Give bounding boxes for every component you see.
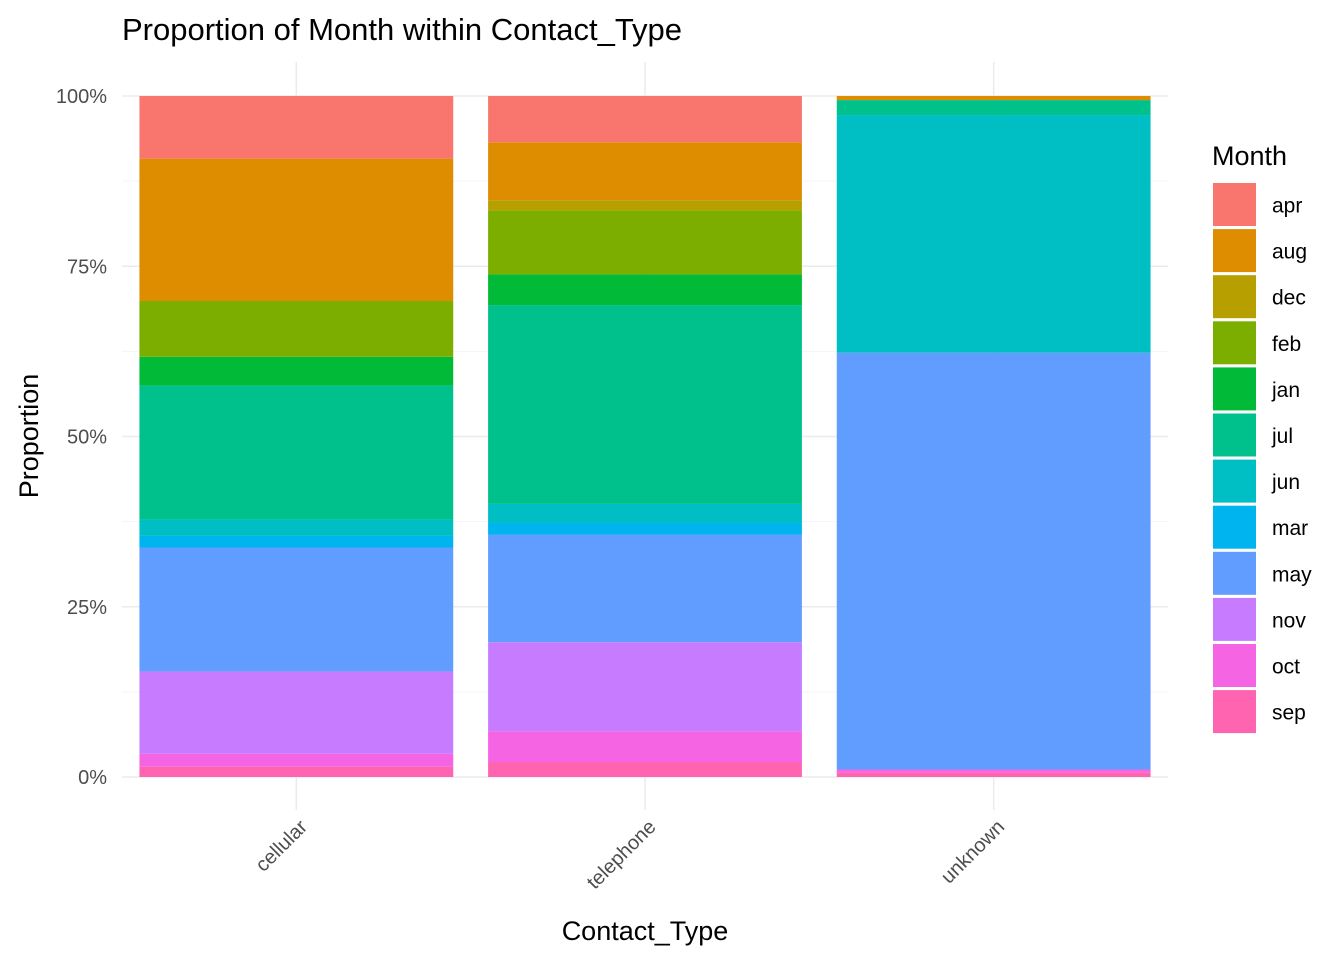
- bar-segment-telephone-aug: [488, 142, 802, 201]
- y-tick-label: 100%: [56, 86, 107, 108]
- bar-segment-cellular-sep: [139, 766, 454, 777]
- legend-swatch-feb: [1213, 321, 1256, 365]
- legend-label-jan: jan: [1271, 379, 1300, 402]
- legend-label-sep: sep: [1272, 702, 1306, 725]
- legend-label-may: may: [1272, 563, 1312, 586]
- bar-segment-telephone-sep: [488, 762, 802, 777]
- x-tick-label-telephone: telephone: [583, 816, 661, 894]
- legend-swatch-nov: [1213, 597, 1256, 641]
- bar-segment-telephone-dec: [488, 200, 802, 211]
- y-tick-label: 25%: [67, 597, 107, 619]
- bar-segment-telephone-oct: [488, 731, 802, 763]
- legend-swatch-mar: [1213, 505, 1256, 549]
- legend-label-oct: oct: [1272, 656, 1300, 679]
- bar-segment-unknown-oct: [836, 769, 1151, 773]
- x-axis-ticks: cellular telephone unknown: [252, 816, 1010, 894]
- legend-swatch-oct: [1213, 644, 1256, 687]
- bar-segment-telephone-jun: [488, 503, 802, 523]
- legend-label-mar: mar: [1272, 517, 1308, 540]
- bar-segment-cellular-feb: [139, 300, 454, 357]
- legend: Month apr aug dec feb jan jul jun mar may nov oct s…: [1212, 141, 1312, 734]
- legend-label-nov: nov: [1272, 609, 1306, 632]
- legend-swatch-may: [1213, 551, 1256, 595]
- legend-label-jul: jul: [1271, 425, 1293, 448]
- bar-segment-cellular-apr: [139, 96, 454, 159]
- bar-segment-cellular-jun: [139, 519, 454, 536]
- legend-swatch-apr: [1213, 183, 1256, 226]
- bar-segment-telephone-mar: [488, 522, 802, 535]
- legend-label-dec: dec: [1272, 287, 1306, 310]
- legend-swatch-dec: [1213, 275, 1256, 319]
- bar-segment-telephone-jan: [488, 274, 802, 306]
- legend-label-aug: aug: [1272, 241, 1307, 264]
- bar-segment-telephone-may: [488, 534, 802, 643]
- chart-title: Proportion of Month within Contact_Type: [122, 12, 682, 47]
- legend-items: apr aug dec feb jan jul jun mar may nov oct sep: [1213, 183, 1312, 734]
- bar-segment-unknown-jul: [836, 100, 1151, 116]
- legend-swatch-aug: [1213, 229, 1256, 273]
- bar-segment-unknown-aug: [836, 96, 1151, 101]
- legend-swatch-jan: [1213, 367, 1256, 411]
- y-tick-label: 50%: [67, 427, 107, 449]
- y-axis-title: Proportion: [14, 374, 44, 499]
- legend-label-apr: apr: [1272, 195, 1302, 218]
- bar-segment-cellular-aug: [139, 158, 454, 301]
- bar-segment-cellular-nov: [139, 671, 454, 754]
- y-tick-label: 0%: [78, 767, 107, 789]
- y-axis-ticks: 0% 25% 50% 75% 100%: [56, 86, 107, 789]
- bar-segment-cellular-mar: [139, 535, 454, 548]
- legend-title: Month: [1212, 141, 1287, 171]
- bar-segment-unknown-jun: [836, 115, 1151, 353]
- x-tick-label-unknown: unknown: [937, 816, 1009, 888]
- y-tick-label: 75%: [67, 256, 107, 278]
- bar-segment-telephone-apr: [488, 96, 802, 143]
- bars: [139, 96, 1151, 777]
- bar-segment-unknown-may: [836, 352, 1151, 770]
- x-tick-label-cellular: cellular: [252, 816, 313, 877]
- bar-segment-telephone-jul: [488, 305, 802, 504]
- legend-swatch-sep: [1213, 690, 1256, 734]
- bar-segment-telephone-nov: [488, 642, 802, 732]
- legend-label-feb: feb: [1272, 333, 1301, 356]
- bar-segment-telephone-feb: [488, 210, 802, 275]
- bar-segment-cellular-may: [139, 547, 454, 672]
- legend-swatch-jul: [1213, 413, 1256, 457]
- legend-label-jun: jun: [1271, 471, 1300, 494]
- bar-segment-unknown-sep: [836, 772, 1151, 777]
- x-axis-title: Contact_Type: [562, 916, 729, 946]
- legend-swatch-jun: [1213, 459, 1256, 503]
- bar-segment-cellular-jan: [139, 356, 454, 386]
- bar-segment-cellular-jul: [139, 385, 454, 520]
- bar-segment-cellular-oct: [139, 753, 454, 767]
